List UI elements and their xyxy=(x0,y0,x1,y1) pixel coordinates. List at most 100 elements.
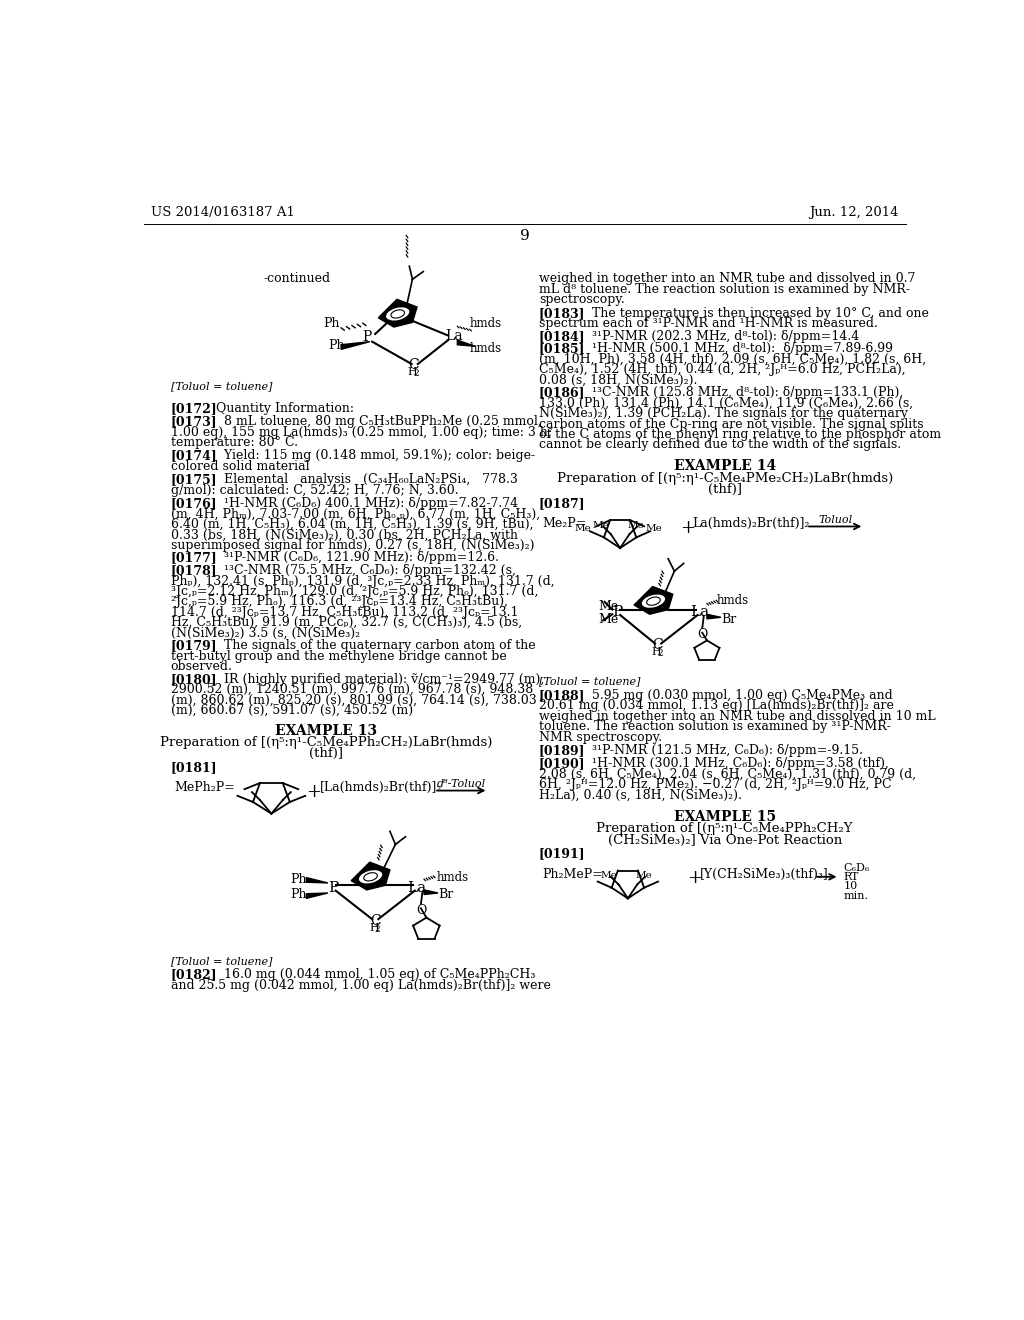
Text: +: + xyxy=(687,869,702,887)
Text: and 25.5 mg (0.042 mmol, 1.00 eq) La(hmds)₂Br(thf)]₂ were: and 25.5 mg (0.042 mmol, 1.00 eq) La(hmd… xyxy=(171,979,551,991)
Text: [0175]: [0175] xyxy=(171,474,217,486)
Text: 0.33 (bs, 18H, (N(SiMe₃)₂), 0.30 (bs, 2H, PCH₂La, with: 0.33 (bs, 18H, (N(SiMe₃)₂), 0.30 (bs, 2H… xyxy=(171,528,517,541)
Text: Me: Me xyxy=(574,524,591,532)
Text: [0176]: [0176] xyxy=(171,498,217,511)
Text: [0184]: [0184] xyxy=(539,330,586,343)
Text: [Toluol = toluene]: [Toluol = toluene] xyxy=(171,956,272,966)
Text: [0180]: [0180] xyxy=(171,673,217,686)
Text: (CH₂SiMe₃)₂] Via One-Pot Reaction: (CH₂SiMe₃)₂] Via One-Pot Reaction xyxy=(607,834,842,846)
Text: EXAMPLE 15: EXAMPLE 15 xyxy=(674,810,776,824)
Text: Me: Me xyxy=(628,521,645,531)
Text: 6H, ²Jₚᴴ=12.0 Hz, PMe₂). −0.27 (d, 2H, ²Jₚᴴ=9.0 Hz, PC: 6H, ²Jₚᴴ=12.0 Hz, PMe₂). −0.27 (d, 2H, ²… xyxy=(539,779,891,791)
Text: [0182]: [0182] xyxy=(171,969,217,982)
Text: superimposed signal for hmds), 0.27 (s, 18H, (N(SiMe₃)₂): superimposed signal for hmds), 0.27 (s, … xyxy=(171,539,535,552)
Text: Preparation of [(η⁵:η¹-C₅Me₄PPh₂CH₂Y: Preparation of [(η⁵:η¹-C₅Me₄PPh₂CH₂Y xyxy=(597,822,853,836)
Text: [La(hmds)₂Br(thf)]₂: [La(hmds)₂Br(thf)]₂ xyxy=(319,781,441,795)
Text: [0172]: [0172] xyxy=(171,401,217,414)
Text: H: H xyxy=(408,367,418,378)
Text: 133.0 (Ph), 131.4 (Ph), 14.1 (C₆Me₄), 11.9 (C₆Me₄), 2.66 (s,: 133.0 (Ph), 131.4 (Ph), 14.1 (C₆Me₄), 11… xyxy=(539,397,912,409)
Polygon shape xyxy=(458,341,475,346)
Text: +: + xyxy=(306,783,322,801)
Text: Ph: Ph xyxy=(328,339,344,352)
Text: [0191]: [0191] xyxy=(539,847,586,861)
Text: 20.61 mg (0.034 mmol, 1.13 eq) [La(hmds)₂Br(thf)]₂ are: 20.61 mg (0.034 mmol, 1.13 eq) [La(hmds)… xyxy=(539,700,894,713)
Text: (N(SiMe₃)₂) 3.5 (s, (N(SiMe₃)₂: (N(SiMe₃)₂) 3.5 (s, (N(SiMe₃)₂ xyxy=(171,627,359,640)
Text: (m, 4H, Phₘ), 7.03-7.00 (m, 6H, Phₒ,ₚ), 6.77 (m, 1H, C₅H₃),: (m, 4H, Phₘ), 7.03-7.00 (m, 6H, Phₒ,ₚ), … xyxy=(171,508,540,520)
Text: ³¹P-NMR (C₆D₆, 121.90 MHz): δ/ppm=12.6.: ³¹P-NMR (C₆D₆, 121.90 MHz): δ/ppm=12.6. xyxy=(216,552,499,565)
Text: weighed in together into an NMR tube and dissolved in 0.7: weighed in together into an NMR tube and… xyxy=(539,272,915,285)
Text: (m), 660.67 (s), 591.07 (s), 450.52 (m): (m), 660.67 (s), 591.07 (s), 450.52 (m) xyxy=(171,704,413,717)
Text: 5.95 mg (0.030 mmol, 1.00 eq) C₅Me₄PMe₃ and: 5.95 mg (0.030 mmol, 1.00 eq) C₅Me₄PMe₃ … xyxy=(584,689,893,702)
Text: Yield: 115 mg (0.148 mmol, 59.1%); color: beige-: Yield: 115 mg (0.148 mmol, 59.1%); color… xyxy=(216,449,535,462)
Polygon shape xyxy=(378,300,417,327)
Text: [0185]: [0185] xyxy=(539,342,586,355)
Text: ¹H-NMR (300.1 MHz, C₆D₆): δ/ppm=3.58 (thf),: ¹H-NMR (300.1 MHz, C₆D₆): δ/ppm=3.58 (th… xyxy=(584,758,889,771)
Text: toluene. The reaction solution is examined by ³¹P-NMR-: toluene. The reaction solution is examin… xyxy=(539,721,891,733)
Text: Toluol: Toluol xyxy=(818,515,852,525)
Text: ³Jᴄ,ₚ=2.12 Hz, Phₘ), 129.0 (d, ²Jᴄ,ₚ=5.9 Hz, Phₒ), 131.7 (d,: ³Jᴄ,ₚ=2.12 Hz, Phₘ), 129.0 (d, ²Jᴄ,ₚ=5.9… xyxy=(171,585,538,598)
Text: Ph: Ph xyxy=(324,317,340,330)
Text: [0179]: [0179] xyxy=(171,639,217,652)
Text: Br: Br xyxy=(438,888,454,902)
Text: ³¹P-NMR (202.3 MHz, d⁸-tol): δ/ppm=14.4: ³¹P-NMR (202.3 MHz, d⁸-tol): δ/ppm=14.4 xyxy=(584,330,859,343)
Text: hmds: hmds xyxy=(436,871,469,884)
Text: ¹³C-NMR (125.8 MHz, d⁸-tol): δ/ppm=133.1 (Ph),: ¹³C-NMR (125.8 MHz, d⁸-tol): δ/ppm=133.1… xyxy=(584,387,903,400)
Text: The temperature is then increased by 10° C. and one: The temperature is then increased by 10°… xyxy=(584,306,929,319)
Text: Ph₂MeP=: Ph₂MeP= xyxy=(543,867,603,880)
Text: [Y(CH₂SiMe₃)₃(thf)₃]: [Y(CH₂SiMe₃)₃(thf)₃] xyxy=(700,867,828,880)
Text: 2.08 (s, 6H, C₅Me₄), 2.04 (s, 6H, C₅Me₄), 1.31 (thf), 0.79 (d,: 2.08 (s, 6H, C₅Me₄), 2.04 (s, 6H, C₅Me₄)… xyxy=(539,768,915,781)
Text: P: P xyxy=(328,880,338,895)
Polygon shape xyxy=(351,862,390,890)
Text: The signals of the quaternary carbon atom of the: The signals of the quaternary carbon ato… xyxy=(216,639,536,652)
Text: Preparation of [(η⁵:η¹-C₅Me₄PMe₂CH₂)LaBr(hmds): Preparation of [(η⁵:η¹-C₅Me₄PMe₂CH₂)LaBr… xyxy=(557,471,893,484)
Text: observed.: observed. xyxy=(171,660,232,673)
Text: d⁸-Toluol: d⁸-Toluol xyxy=(436,779,485,789)
Text: spectroscopy.: spectroscopy. xyxy=(539,293,625,306)
Text: P: P xyxy=(362,330,372,345)
Text: 9: 9 xyxy=(520,230,529,243)
Text: mL d⁸ toluene. The reaction solution is examined by NMR-: mL d⁸ toluene. The reaction solution is … xyxy=(539,282,909,296)
Text: Me: Me xyxy=(593,521,609,531)
Text: hmds: hmds xyxy=(470,342,502,355)
Text: (m, 10H, Ph), 3.58 (4H, thf), 2.09 (s, 6H, C₅Me₄), 1.82 (s, 6H,: (m, 10H, Ph), 3.58 (4H, thf), 2.09 (s, 6… xyxy=(539,352,926,366)
Text: [Toluol = toluene]: [Toluol = toluene] xyxy=(171,381,272,392)
Text: US 2014/0163187 A1: US 2014/0163187 A1 xyxy=(152,206,295,219)
Polygon shape xyxy=(424,890,438,895)
Text: P: P xyxy=(612,605,623,619)
Text: [Toluol = toluene]: [Toluol = toluene] xyxy=(539,677,640,686)
Text: La: La xyxy=(407,880,426,895)
Text: g/mol): calculated: C, 52.42; H, 7.76; N, 3.60.: g/mol): calculated: C, 52.42; H, 7.76; N… xyxy=(171,483,459,496)
Text: [0190]: [0190] xyxy=(539,758,586,771)
Text: Br: Br xyxy=(721,612,736,626)
Text: ²Jᴄ,ₚ=5.9 Hz, Phₒ), 116.3 (d, ²³Jᴄₚ=13.4 Hz, C₅H₃tBu),: ²Jᴄ,ₚ=5.9 Hz, Phₒ), 116.3 (d, ²³Jᴄₚ=13.4… xyxy=(171,595,508,609)
Text: 2: 2 xyxy=(414,368,419,378)
Text: [0174]: [0174] xyxy=(171,449,217,462)
Text: La(hmds)₂Br(thf)]₂: La(hmds)₂Br(thf)]₂ xyxy=(692,517,810,531)
Text: Preparation of [(η⁵:η¹-C₅Me₄PPh₂CH₂)LaBr(hmds): Preparation of [(η⁵:η¹-C₅Me₄PPh₂CH₂)LaBr… xyxy=(160,737,493,748)
Polygon shape xyxy=(707,614,721,619)
Text: spectrum each of ³¹P-NMR and ¹H-NMR is measured.: spectrum each of ³¹P-NMR and ¹H-NMR is m… xyxy=(539,317,878,330)
Text: ³¹P-NMR (121.5 MHz, C₆D₆): δ/ppm=-9.15.: ³¹P-NMR (121.5 MHz, C₆D₆): δ/ppm=-9.15. xyxy=(584,744,862,756)
Text: Me: Me xyxy=(598,612,618,626)
Text: tert-butyl group and the methylene bridge cannot be: tert-butyl group and the methylene bridg… xyxy=(171,649,507,663)
Text: Ph: Ph xyxy=(291,888,307,902)
Text: -continued: -continued xyxy=(263,272,331,285)
Text: Elemental   analysis   (C₃₄H₆₀LaN₂PSi₄,   778.3: Elemental analysis (C₃₄H₆₀LaN₂PSi₄, 778.… xyxy=(216,474,517,486)
Text: min.: min. xyxy=(844,891,868,900)
Ellipse shape xyxy=(641,594,666,609)
Text: 2: 2 xyxy=(657,649,663,657)
Text: EXAMPLE 13: EXAMPLE 13 xyxy=(275,723,378,738)
Text: Ph: Ph xyxy=(291,873,307,886)
Text: [0177]: [0177] xyxy=(171,552,217,565)
Text: [0189]: [0189] xyxy=(539,744,586,756)
Text: Me₂P=: Me₂P= xyxy=(543,517,587,531)
Text: 2900.52 (m), 1240.51 (m), 997.76 (m), 967.78 (s), 948.38: 2900.52 (m), 1240.51 (m), 997.76 (m), 96… xyxy=(171,684,532,696)
Text: C: C xyxy=(370,913,381,928)
Text: La: La xyxy=(445,330,463,343)
Text: Quantity Information:: Quantity Information: xyxy=(216,401,353,414)
Polygon shape xyxy=(306,878,328,883)
Text: [0178]: [0178] xyxy=(171,564,217,577)
Text: MePh₂P=: MePh₂P= xyxy=(174,781,236,795)
Text: IR (highly purified material): ṽ/cm⁻¹=2949.77 (m),: IR (highly purified material): ṽ/cm⁻¹=29… xyxy=(216,673,544,686)
Text: 10: 10 xyxy=(844,882,857,891)
